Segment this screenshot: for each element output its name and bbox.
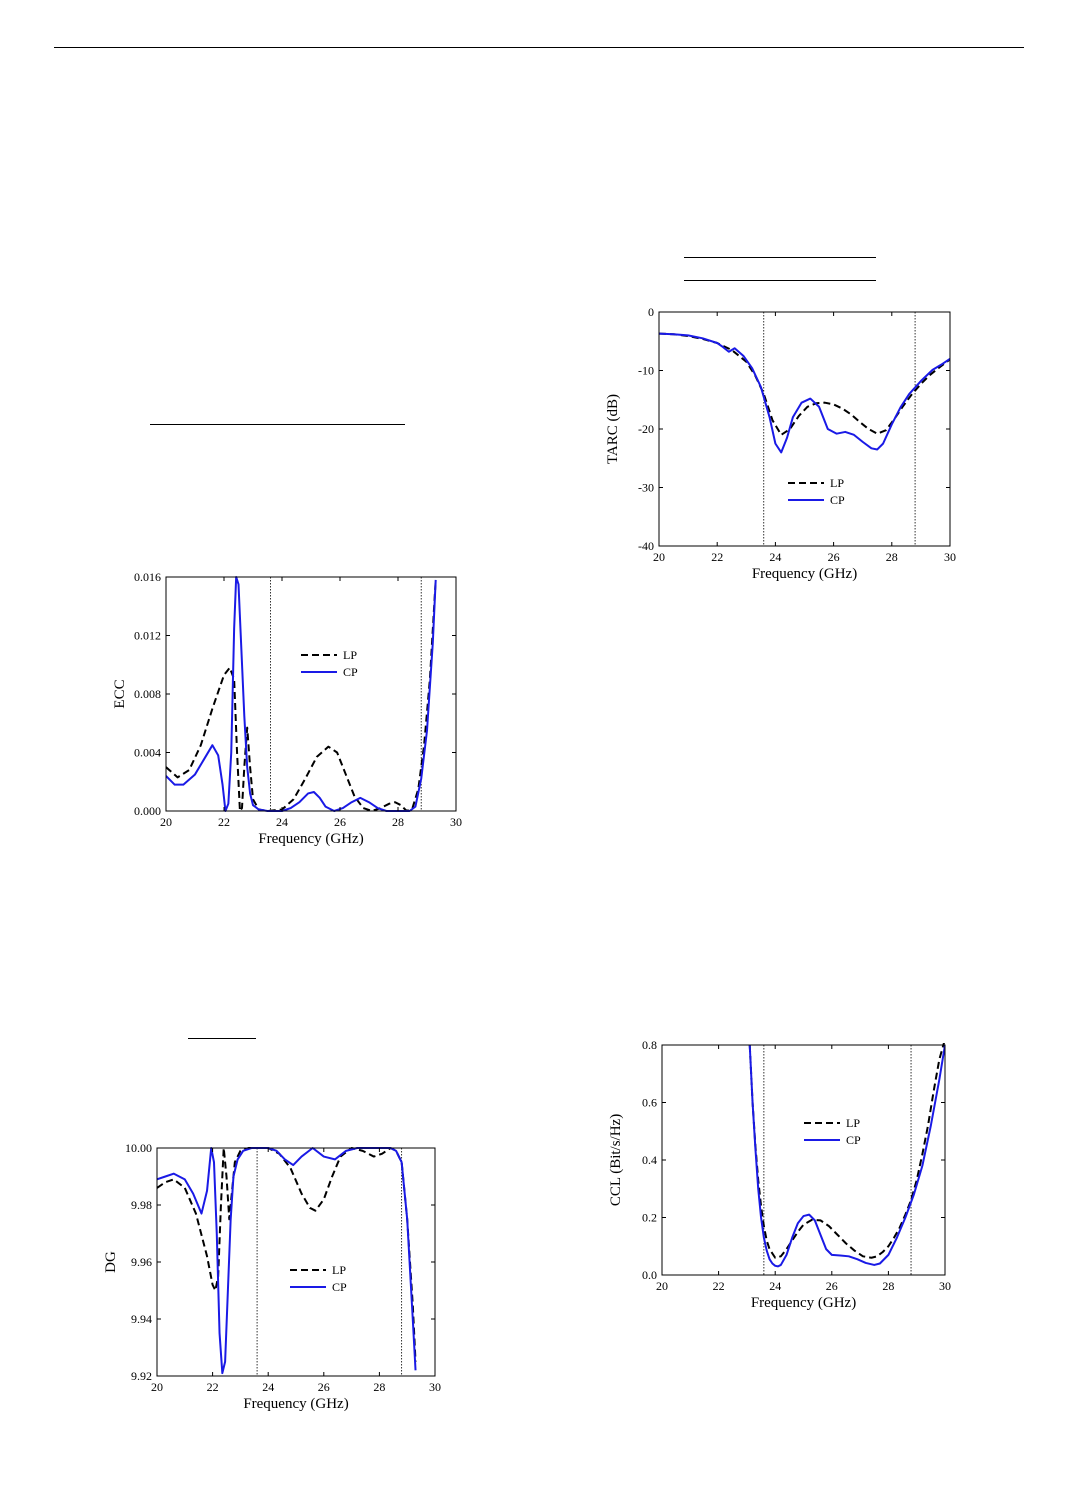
tarc-ylabel: TARC (dB) [605,394,621,464]
tarc-ytick-label-2: -20 [638,422,654,436]
ccl-plot-frame [661,1044,946,1276]
dg-xtick-label-4: 28 [373,1380,385,1394]
dg-ylabel: DG [103,1251,119,1273]
ccl-xtick-label-0: 20 [656,1279,668,1293]
header-rule [54,47,1024,48]
dg-xtick-label-0: 20 [151,1380,163,1394]
ecc-ytick-label-3: 0.012 [134,629,161,643]
ccl-ylabel: CCL (Bit/s/Hz) [608,1114,624,1206]
tarc-xtick-label-5: 30 [944,550,956,564]
ccl-xlabel: Frequency (GHz) [751,1295,856,1311]
ecc-xtick-label-5: 30 [450,815,462,829]
dg-ytick-label-4: 10.00 [125,1141,152,1155]
ccl-ytick-label-3: 0.6 [642,1096,657,1110]
dg-chart: 20 22 24 26 28 30 9.92 9.94 9.96 9.98 10.00 Frequen… [100,1138,460,1418]
ccl-legend-label-cp: CP [846,1133,861,1147]
ecc-ytick-label-1: 0.004 [134,746,161,760]
ecc-ylabel: ECC [112,679,128,708]
tarc-ytick-label-1: -10 [638,364,654,378]
tarc-legend-label-cp: CP [830,493,845,507]
tarc-xtick-label-2: 24 [769,550,781,564]
tarc-series-cp [659,332,950,454]
dg-series-lp [157,1147,417,1362]
tarc-chart: 20 22 24 26 28 30 0 -10 -20 -30 -40 Frequency (GHz)… [605,300,966,590]
ecc-xlabel: Frequency (GHz) [258,831,363,847]
ccl-xtick-label-5: 30 [939,1279,951,1293]
dg-legend-label-cp: CP [332,1280,347,1294]
ecc-xtick-label-2: 24 [276,815,288,829]
dg-xlabel: Frequency (GHz) [243,1396,348,1412]
ecc-xtick-label-1: 22 [218,815,230,829]
dg-xtick-label-5: 30 [429,1380,441,1394]
ecc-heading-underline [150,424,405,425]
ccl-legend-label-lp: LP [846,1116,860,1130]
tarc-heading-underline-1 [684,257,876,258]
dg-legend-label-lp: LP [332,1263,346,1277]
tarc-xtick-label-0: 20 [653,550,665,564]
dg-series-cp [157,1147,417,1375]
ccl-chart-svg: 20 22 24 26 28 30 0.0 0.2 0.4 0.6 0.8 Frequency (GH… [608,1038,951,1311]
dg-ytick-label-0: 9.92 [131,1369,152,1383]
ecc-xtick-label-0: 20 [160,815,172,829]
ecc-xtick-label-4: 28 [392,815,404,829]
tarc-heading-underline-2 [684,280,876,281]
ccl-ytick-label-4: 0.8 [642,1038,657,1052]
ecc-series-cp [166,576,437,812]
ecc-legend-label-lp: LP [343,648,357,662]
ccl-chart: 20 22 24 26 28 30 0.0 0.2 0.4 0.6 0.8 Frequency (GH… [606,1035,966,1320]
dg-ytick-label-1: 9.94 [131,1312,152,1326]
ecc-chart-svg: 20 22 24 26 28 30 0.000 0.004 0.008 0.012 0.016 Fre… [112,570,462,847]
ccl-series-cp [748,1044,945,1268]
tarc-legend-label-lp: LP [830,476,844,490]
dg-chart-svg: 20 22 24 26 28 30 9.92 9.94 9.96 9.98 10.00 Frequen… [103,1141,441,1412]
ccl-xtick-label-2: 24 [769,1279,781,1293]
ccl-xtick-label-4: 28 [882,1279,894,1293]
dg-xtick-label-1: 22 [207,1380,219,1394]
ecc-legend-label-cp: CP [343,665,358,679]
ccl-series-lp [748,1043,945,1259]
ecc-xtick-label-3: 26 [334,815,346,829]
tarc-ytick-label-4: -40 [638,539,654,553]
ccl-ytick-label-1: 0.2 [642,1211,657,1225]
ccl-ytick-label-2: 0.4 [642,1153,657,1167]
ccl-xtick-label-1: 22 [713,1279,725,1293]
dg-xtick-label-3: 26 [318,1380,330,1394]
tarc-xtick-label-3: 26 [828,550,840,564]
dg-ytick-label-3: 9.98 [131,1198,152,1212]
tarc-series-lp [659,332,950,436]
tarc-ytick-label-3: -30 [638,481,654,495]
ccl-xtick-label-3: 26 [826,1279,838,1293]
ccl-ytick-label-0: 0.0 [642,1268,657,1282]
tarc-plot-frame [658,311,951,547]
tarc-xlabel: Frequency (GHz) [752,566,857,582]
ecc-plot-frame [165,576,457,812]
tarc-xtick-label-1: 22 [711,550,723,564]
tarc-chart-svg: 20 22 24 26 28 30 0 -10 -20 -30 -40 Frequency (GHz)… [605,305,956,582]
tarc-xtick-label-4: 28 [886,550,898,564]
ecc-chart: 20 22 24 26 28 30 0.000 0.004 0.008 0.012 0.016 Fre… [106,565,466,855]
ecc-ytick-label-2: 0.008 [134,687,161,701]
dg-xtick-label-2: 24 [262,1380,274,1394]
ecc-ytick-label-4: 0.016 [134,570,161,584]
dg-ytick-label-2: 9.96 [131,1255,152,1269]
ecc-series-lp [166,579,437,812]
tarc-ytick-label-0: 0 [648,305,654,319]
ecc-ytick-label-0: 0.000 [134,804,161,818]
dg-heading-underline [188,1038,256,1039]
